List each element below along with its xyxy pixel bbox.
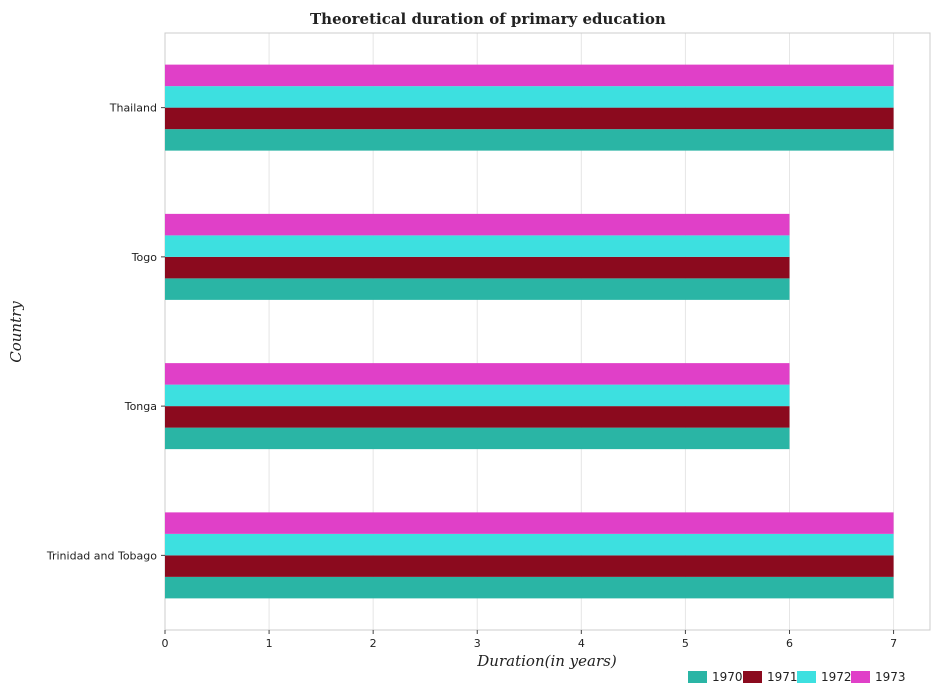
y-tick-label: Togo [131, 251, 158, 264]
x-tick-label: 4 [578, 637, 585, 650]
plot-area-frame [164, 32, 931, 631]
legend-swatch-1973 [851, 671, 870, 683]
y-tick-labels: Thailand Togo Tonga Trinidad and Tobago [46, 102, 165, 562]
bar-1973-tonga [165, 363, 790, 385]
y-tick-label: Trinidad and Tobago [46, 549, 157, 562]
bar-1973-trinidad-and-tobago [165, 512, 894, 534]
legend-label-1971: 1971 [767, 670, 798, 684]
bar-1972-thailand [165, 86, 894, 108]
bars [165, 64, 894, 599]
x-tick-label: 5 [682, 637, 689, 650]
bar-1970-tonga [165, 427, 790, 450]
bar-1972-trinidad-and-tobago [165, 533, 894, 556]
x-tick-label: 7 [890, 637, 897, 650]
y-axis-label: Country [7, 301, 25, 363]
bar-1971-togo [165, 256, 790, 279]
x-tick-labels: 0 1 2 3 4 5 6 7 [162, 630, 897, 650]
x-tick-label: 2 [370, 637, 377, 650]
bar-1971-tonga [165, 406, 790, 428]
bar-1972-tonga [165, 384, 790, 407]
legend-swatch-1971 [743, 671, 762, 683]
bar-1971-trinidad-and-tobago [165, 555, 894, 577]
bar-1970-thailand [165, 129, 894, 151]
x-tick-label: 3 [474, 637, 481, 650]
y-tick-label: Tonga [124, 400, 157, 413]
bar-1970-togo [165, 278, 790, 300]
y-tick-label: Thailand [109, 102, 157, 115]
legend-label-1970: 1970 [712, 670, 743, 684]
legend-swatch-1972 [797, 671, 816, 683]
bar-1972-togo [165, 235, 790, 257]
legend-label-1973: 1973 [875, 670, 906, 684]
bar-1973-thailand [165, 64, 894, 87]
x-axis-label: Duration(in years) [476, 652, 617, 670]
legend-swatch-1970 [688, 671, 707, 683]
bar-1971-thailand [165, 107, 894, 130]
x-tick-label: 6 [786, 637, 793, 650]
legend-label-1972: 1972 [821, 670, 852, 684]
bar-1970-trinidad-and-tobago [165, 576, 894, 599]
chart-title: Theoretical duration of primary educatio… [310, 10, 666, 28]
legend: 1970 1971 1972 1973 [688, 670, 906, 684]
bar-1973-togo [165, 213, 790, 236]
x-tick-label: 1 [266, 637, 273, 650]
x-tick-label: 0 [162, 637, 169, 650]
